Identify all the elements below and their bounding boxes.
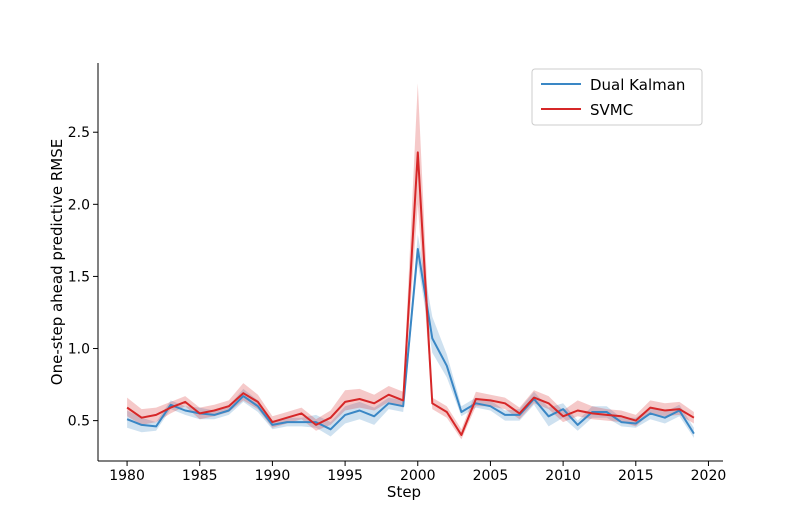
x-tick-label: 2000	[400, 468, 436, 484]
x-axis-label: Step	[387, 483, 421, 501]
x-tick-label: 2015	[618, 468, 654, 484]
x-tick-label: 2020	[691, 468, 727, 484]
x-tick-label: 1995	[327, 468, 363, 484]
series-line-svmc	[126, 151, 695, 436]
series-lines	[126, 151, 695, 436]
legend-label-dual-kalman: Dual Kalman	[590, 76, 685, 94]
axes	[97, 63, 723, 462]
x-tick-label: 2010	[545, 468, 581, 484]
legend-label-svmc: SVMC	[590, 101, 633, 119]
x-tick-label: 2005	[473, 468, 509, 484]
y-tick-label: 1.0	[68, 342, 90, 358]
series-line-dual-kalman	[126, 248, 695, 435]
y-tick-label: 0.5	[68, 414, 90, 430]
y-tick-label: 1.5	[68, 269, 90, 285]
legend: Dual Kalman SVMC	[531, 68, 703, 126]
x-ticks: 1980 1985 1990 1995 2000 2005 2010 2015 2020	[109, 461, 726, 484]
y-tick-label: 2.5	[68, 125, 90, 141]
x-tick-label: 1990	[255, 468, 291, 484]
x-tick-label: 1985	[182, 468, 218, 484]
x-tick-label: 1980	[109, 468, 145, 484]
y-tick-label: 2.0	[68, 197, 90, 213]
y-axis-label: One-step ahead predictive RMSE	[48, 139, 66, 385]
y-ticks: 0.5 1.0 1.5 2.0 2.5	[68, 125, 98, 430]
